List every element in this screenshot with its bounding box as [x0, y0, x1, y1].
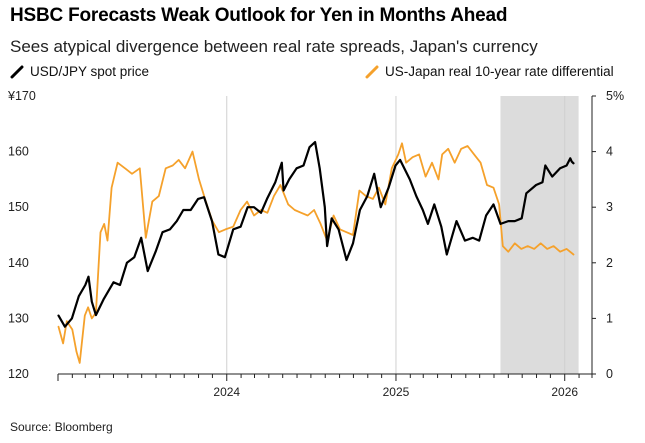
legend-item-usdjpy: USD/JPY spot price: [10, 64, 149, 79]
y-right-tick-label: 1: [606, 311, 613, 325]
legend-label-usdjpy: USD/JPY spot price: [30, 64, 150, 79]
y-right-tick-label: 2: [606, 256, 613, 270]
y-left-tick-label: 130: [8, 311, 29, 325]
y-right-tick-label: 3: [606, 200, 613, 214]
chart-title: HSBC Forecasts Weak Outlook for Yen in M…: [10, 5, 508, 26]
chart-subtitle: Sees atypical divergence between real ra…: [10, 37, 538, 56]
x-tick-label: 2026: [551, 385, 578, 399]
y-left-tick-label: ¥170: [7, 89, 36, 103]
rate-differential-series-line: [57, 142, 575, 364]
y-left-tick-label: 160: [8, 145, 29, 159]
y-right-tick-label: 5%: [606, 89, 624, 103]
y-right-tick-label: 4: [606, 145, 613, 159]
diagonal-line-icon: [10, 65, 24, 78]
shaded-region: [500, 96, 579, 374]
y-left-tick-label: 150: [8, 200, 29, 214]
y-right-tick-label: 0: [606, 367, 613, 381]
usdjpy-series-line: [57, 141, 575, 328]
x-tick-label: 2025: [383, 385, 410, 399]
legend-label-rate-differential: US-Japan real 10-year rate differential: [385, 64, 614, 79]
diagonal-line-icon: [365, 65, 379, 78]
y-left-tick-label: 140: [8, 256, 29, 270]
x-tick-label: 2024: [213, 385, 240, 399]
source-note: Source: Bloomberg: [10, 420, 113, 434]
legend-item-rate-differential: US-Japan real 10-year rate differential: [365, 64, 614, 79]
y-left-tick-label: 120: [8, 367, 29, 381]
line-chart: 2024 2025 2026 ¥170 160 150 140 130 120 5% 4 3 2 1 0: [7, 89, 624, 399]
